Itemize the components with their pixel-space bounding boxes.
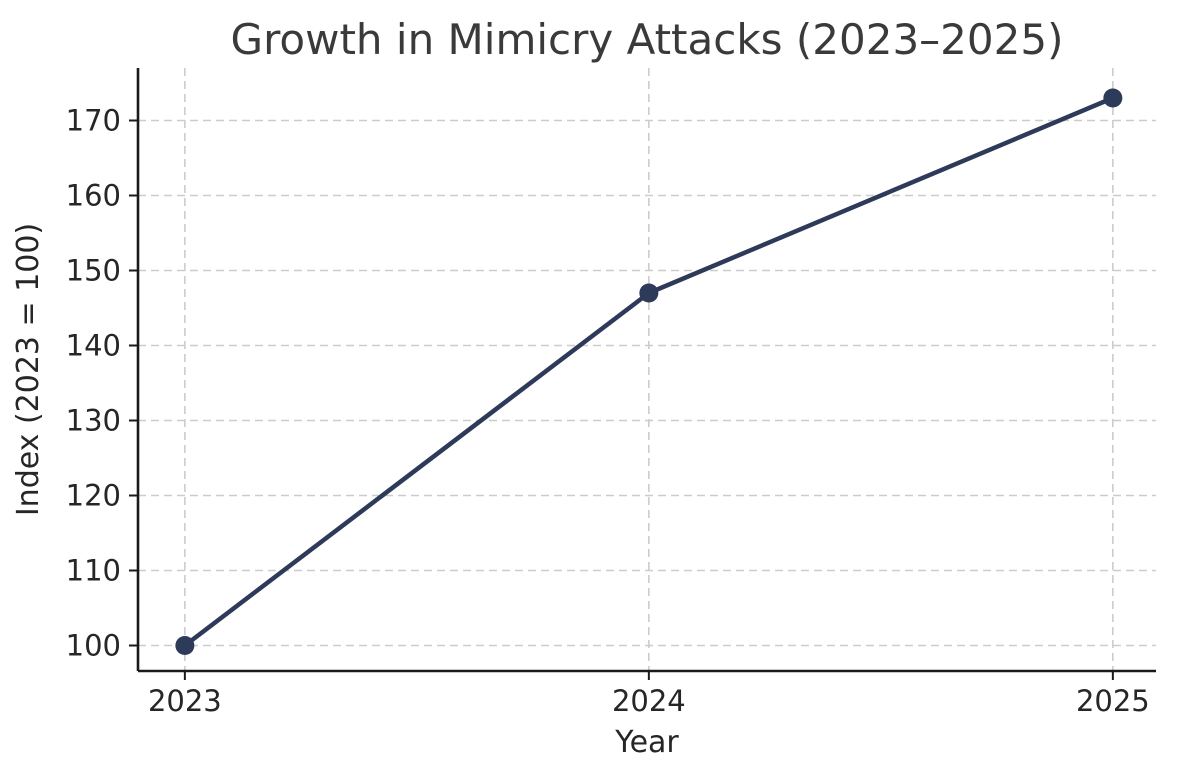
y-tick-label: 150 [66,254,121,288]
y-tick-label: 140 [66,329,121,363]
y-tick-label: 120 [66,479,121,513]
data-point [639,283,659,303]
y-axis-label: Index (2023 = 100) [11,223,46,516]
y-tick-label: 100 [66,629,121,663]
x-tick-label: 2025 [1076,684,1150,718]
y-tick-label: 130 [66,404,121,438]
x-tick-label: 2023 [148,684,222,718]
chart-title: Growth in Mimicry Attacks (2023–2025) [231,15,1064,64]
y-tick-label: 110 [66,554,121,588]
y-tick-label: 160 [66,179,121,213]
y-tick-label: 170 [66,104,121,138]
data-point [1103,88,1123,108]
data-point [175,636,195,655]
x-axis-label: Year [614,725,679,760]
x-tick-label: 2024 [612,684,686,718]
